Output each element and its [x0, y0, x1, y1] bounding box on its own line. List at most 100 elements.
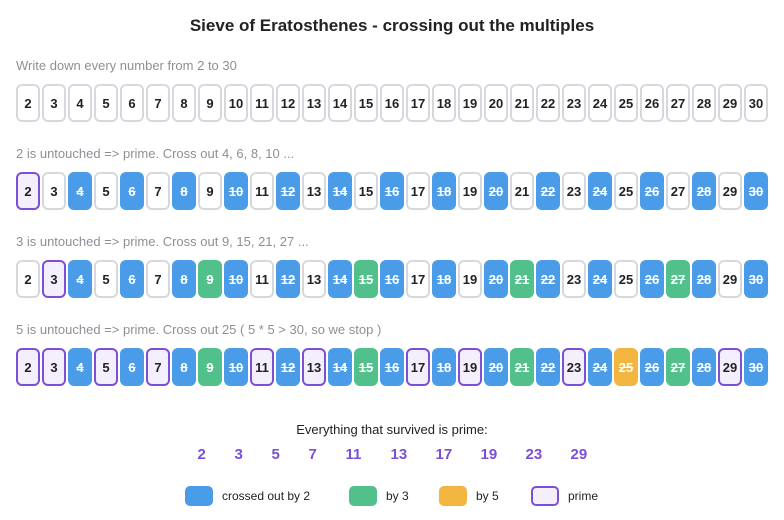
- number-cell: 15: [354, 172, 378, 210]
- number-cell: 21: [510, 84, 534, 122]
- number-cell: 7: [146, 172, 170, 210]
- number-cell: 28: [692, 348, 716, 386]
- prime-number: 7: [308, 446, 317, 463]
- legend-swatch: [349, 486, 377, 506]
- number-cell: 5: [94, 348, 118, 386]
- number-cell: 6: [120, 84, 144, 122]
- prime-number: 3: [234, 446, 243, 463]
- number-cell: 8: [172, 172, 196, 210]
- number-cell: 12: [276, 84, 300, 122]
- number-cell: 13: [302, 348, 326, 386]
- number-cell: 14: [328, 172, 352, 210]
- number-cell: 13: [302, 84, 326, 122]
- number-cell: 22: [536, 348, 560, 386]
- number-cell: 17: [406, 260, 430, 298]
- number-cell: 20: [484, 348, 508, 386]
- number-cell: 11: [250, 348, 274, 386]
- number-cell: 13: [302, 260, 326, 298]
- number-cell: 18: [432, 172, 456, 210]
- number-cell: 2: [16, 172, 40, 210]
- number-cell: 26: [640, 84, 664, 122]
- number-cell: 11: [250, 84, 274, 122]
- number-cell: 17: [406, 84, 430, 122]
- number-cell: 6: [120, 172, 144, 210]
- legend-swatch: [531, 486, 559, 506]
- number-cell: 12: [276, 172, 300, 210]
- number-cell: 2: [16, 84, 40, 122]
- prime-number: 5: [271, 446, 280, 463]
- number-cell: 16: [380, 172, 404, 210]
- number-cell: 17: [406, 348, 430, 386]
- number-cell: 12: [276, 348, 300, 386]
- number-cell: 11: [250, 172, 274, 210]
- number-cell: 6: [120, 348, 144, 386]
- prime-number: 19: [480, 446, 498, 463]
- number-cell: 30: [744, 84, 768, 122]
- row-caption: 3 is untouched => prime. Cross out 9, 15…: [16, 234, 309, 249]
- number-cell: 2: [16, 260, 40, 298]
- title: Sieve of Eratosthenes - crossing out the…: [189, 16, 595, 35]
- number-cell: 9: [198, 260, 222, 298]
- number-cell: 18: [432, 84, 456, 122]
- number-cell: 15: [354, 348, 378, 386]
- number-cell: 24: [588, 84, 612, 122]
- number-cell: 20: [484, 260, 508, 298]
- number-cell: 30: [744, 348, 768, 386]
- number-cell: 29: [718, 84, 742, 122]
- number-cell: 29: [718, 260, 742, 298]
- number-cell: 27: [666, 260, 690, 298]
- number-cell: 7: [146, 348, 170, 386]
- number-cell: 4: [68, 348, 92, 386]
- number-cell: 15: [354, 84, 378, 122]
- number-cell: 16: [380, 348, 404, 386]
- number-cell: 17: [406, 172, 430, 210]
- number-cell: 25: [614, 348, 638, 386]
- number-cell: 2: [16, 348, 40, 386]
- number-cell: 10: [224, 172, 248, 210]
- number-cell: 25: [614, 84, 638, 122]
- number-cell: 25: [614, 172, 638, 210]
- number-cell: 10: [224, 84, 248, 122]
- number-cell: 9: [198, 172, 222, 210]
- number-cell: 3: [42, 260, 66, 298]
- number-cell: 23: [562, 172, 586, 210]
- number-cell: 19: [458, 260, 482, 298]
- number-cell: 12: [276, 260, 300, 298]
- number-cell: 23: [562, 348, 586, 386]
- number-cell: 14: [328, 84, 352, 122]
- number-cell: 5: [94, 84, 118, 122]
- legend-swatch: [439, 486, 467, 506]
- number-cell: 15: [354, 260, 378, 298]
- number-cell: 21: [510, 348, 534, 386]
- number-cell: 3: [42, 348, 66, 386]
- row-caption: 5 is untouched => prime. Cross out 25 ( …: [16, 322, 382, 337]
- number-cell: 16: [380, 84, 404, 122]
- summary: Everything that survived is prime:: [296, 422, 488, 437]
- number-cell: 23: [562, 260, 586, 298]
- prime-number: 17: [435, 446, 453, 463]
- number-cell: 26: [640, 260, 664, 298]
- number-cell: 22: [536, 84, 560, 122]
- number-cell: 21: [510, 260, 534, 298]
- number-cell: 18: [432, 348, 456, 386]
- number-cell: 4: [68, 260, 92, 298]
- number-cell: 18: [432, 260, 456, 298]
- number-cell: 24: [588, 348, 612, 386]
- number-cell: 5: [94, 260, 118, 298]
- number-cell: 19: [458, 172, 482, 210]
- number-cell: 27: [666, 84, 690, 122]
- number-cell: 30: [744, 260, 768, 298]
- number-cell: 9: [198, 84, 222, 122]
- number-cell: 24: [588, 260, 612, 298]
- number-cell: 16: [380, 260, 404, 298]
- prime-number: 2: [197, 446, 206, 463]
- prime-number: 23: [525, 446, 543, 463]
- number-cell: 3: [42, 172, 66, 210]
- number-cell: 4: [68, 84, 92, 122]
- number-cell: 21: [510, 172, 534, 210]
- number-cell: 27: [666, 172, 690, 210]
- number-cell: 5: [94, 172, 118, 210]
- legend-label: crossed out by 2: [222, 489, 311, 503]
- legend-label: prime: [568, 489, 599, 503]
